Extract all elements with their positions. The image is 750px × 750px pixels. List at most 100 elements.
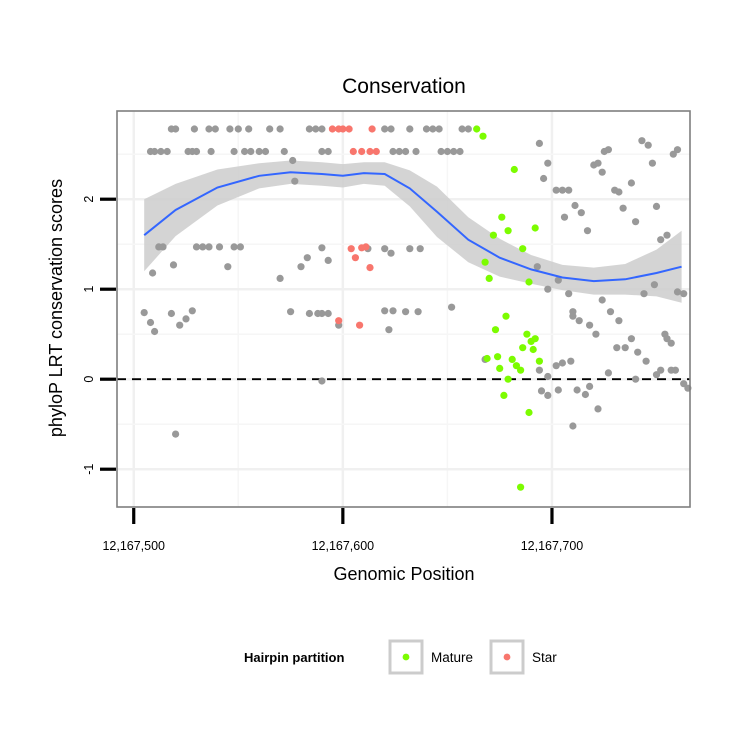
point-mature	[531, 224, 539, 232]
point-other	[594, 405, 602, 413]
point-other	[448, 303, 456, 311]
point-other	[276, 125, 284, 133]
point-other	[247, 147, 255, 156]
point-star	[362, 243, 370, 251]
point-other	[567, 357, 575, 365]
point-other	[207, 147, 215, 156]
point-other	[224, 263, 232, 271]
point-star	[335, 317, 343, 325]
point-other	[598, 296, 606, 304]
point-mature	[517, 483, 525, 491]
point-other	[671, 366, 680, 374]
point-other	[569, 422, 577, 430]
legend-mature-marker	[402, 653, 410, 661]
point-other	[544, 372, 552, 381]
point-other	[387, 125, 395, 133]
point-mature	[529, 345, 537, 354]
point-other	[381, 125, 389, 133]
point-mature	[535, 357, 544, 365]
point-other	[652, 371, 661, 379]
point-other	[638, 137, 646, 145]
point-mature	[531, 335, 539, 343]
point-other	[167, 309, 175, 318]
point-other	[234, 125, 242, 133]
point-mature	[494, 353, 502, 361]
point-other	[192, 243, 201, 251]
point-other	[230, 147, 238, 156]
point-other	[552, 362, 560, 370]
point-other	[215, 243, 224, 251]
point-mature	[523, 330, 531, 338]
point-star	[328, 125, 336, 133]
point-other	[157, 147, 165, 156]
point-star	[366, 147, 374, 156]
point-other	[289, 156, 297, 165]
point-star	[368, 125, 376, 133]
point-other	[151, 147, 159, 156]
point-other	[663, 335, 671, 343]
point-other	[199, 243, 207, 251]
point-other	[571, 201, 579, 210]
point-star	[358, 147, 366, 156]
point-other	[663, 231, 671, 239]
point-mature	[510, 165, 518, 174]
point-other	[565, 290, 573, 298]
x-tick-label: 12,167,700	[521, 539, 584, 553]
point-other	[151, 327, 159, 336]
point-other	[558, 186, 567, 194]
point-other	[387, 249, 395, 257]
point-other	[205, 125, 213, 133]
point-other	[303, 254, 311, 262]
point-other	[255, 147, 263, 156]
point-other	[642, 357, 650, 365]
point-other	[324, 256, 332, 264]
point-other	[577, 209, 585, 217]
point-other	[297, 263, 305, 271]
point-other	[680, 380, 688, 388]
point-other	[261, 147, 270, 156]
point-mature	[483, 354, 491, 363]
point-other	[648, 159, 657, 167]
point-other	[669, 150, 677, 158]
point-other	[305, 125, 313, 133]
point-other	[245, 125, 253, 133]
point-other	[381, 245, 389, 253]
legend-star-marker	[503, 653, 511, 661]
point-other	[650, 281, 659, 289]
point-other	[619, 204, 627, 212]
point-other	[644, 141, 652, 149]
point-other	[533, 263, 541, 271]
smooth-ci-band	[144, 160, 682, 303]
point-other	[540, 174, 548, 183]
point-mature	[517, 366, 525, 374]
point-other	[205, 243, 213, 251]
point-mature	[485, 274, 493, 282]
y-tick-label: 2	[82, 196, 96, 203]
point-other	[652, 202, 661, 210]
chart-title: Conservation	[342, 75, 466, 98]
point-other	[581, 390, 590, 399]
point-other	[190, 125, 198, 133]
y-axis-label: phyloP LRT conservation scores	[46, 179, 66, 437]
point-other	[554, 276, 562, 284]
point-mature	[489, 231, 497, 239]
legend-label-mature: Mature	[431, 650, 473, 665]
point-other	[305, 309, 313, 318]
point-other	[583, 227, 592, 235]
point-other	[172, 125, 180, 133]
point-other	[592, 330, 600, 338]
point-other	[657, 366, 665, 374]
point-other	[318, 377, 326, 385]
point-star	[351, 254, 359, 262]
plot-panel-border	[116, 110, 691, 508]
point-other	[312, 125, 320, 133]
point-other	[458, 125, 466, 133]
point-other	[176, 321, 184, 329]
point-other	[632, 218, 640, 226]
point-star	[372, 147, 380, 156]
point-other	[266, 125, 274, 133]
point-other	[667, 339, 675, 347]
point-other	[558, 359, 567, 367]
point-mature	[504, 375, 512, 383]
point-other	[604, 146, 613, 154]
